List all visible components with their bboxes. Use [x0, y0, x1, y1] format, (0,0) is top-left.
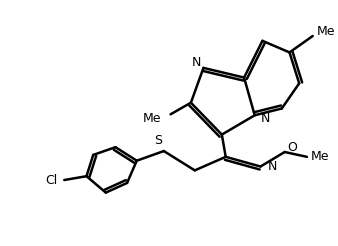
Text: N: N — [267, 160, 277, 173]
Text: Cl: Cl — [45, 173, 57, 186]
Text: O: O — [288, 141, 297, 154]
Text: Me: Me — [142, 112, 161, 125]
Text: N: N — [192, 56, 201, 69]
Text: N: N — [261, 112, 270, 125]
Text: S: S — [154, 134, 162, 147]
Text: Me: Me — [317, 25, 335, 38]
Text: Me: Me — [311, 150, 329, 163]
